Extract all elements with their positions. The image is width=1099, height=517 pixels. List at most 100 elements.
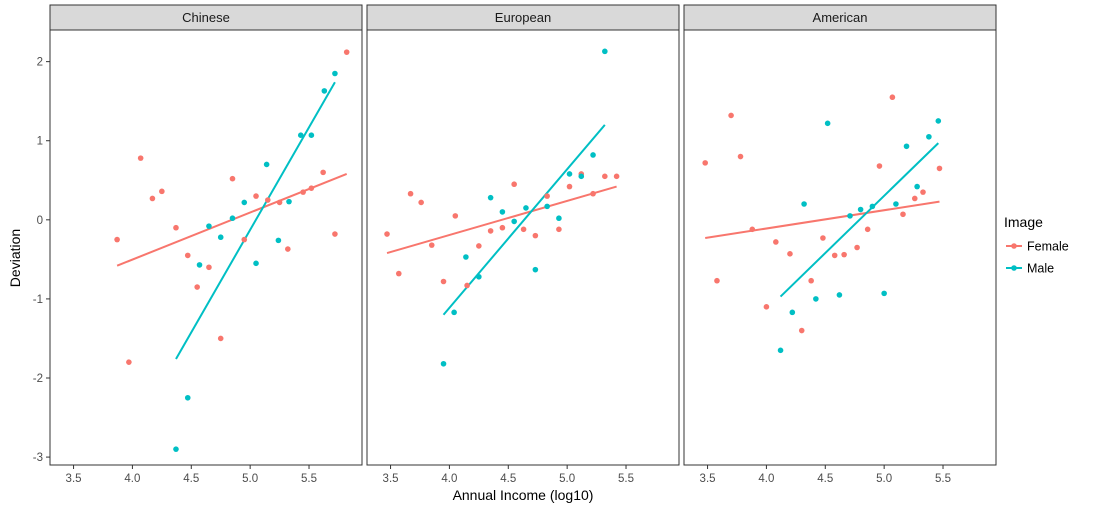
x-tick-label-american-0: 3.5 bbox=[700, 473, 716, 485]
point-european-female-19 bbox=[602, 173, 608, 180]
legend-title: Image bbox=[1004, 214, 1043, 230]
x-tick-label-chinese-4: 5.5 bbox=[301, 473, 317, 485]
point-american-male-0 bbox=[777, 347, 784, 354]
point-american-female-9 bbox=[808, 277, 814, 284]
legend-dot-male bbox=[1011, 265, 1017, 271]
point-european-female-14 bbox=[544, 193, 550, 199]
point-american-female-2 bbox=[728, 112, 734, 119]
point-american-male-8 bbox=[869, 203, 876, 210]
point-american-male-9 bbox=[881, 290, 887, 297]
point-european-female-15 bbox=[556, 226, 562, 233]
point-american-female-10 bbox=[820, 235, 826, 241]
x-tick-label-american-3: 5.0 bbox=[876, 473, 892, 485]
legend-label-female: Female bbox=[1027, 240, 1069, 254]
point-chinese-male-3 bbox=[206, 223, 212, 229]
x-axis-title: Annual Income (log10) bbox=[453, 487, 594, 503]
point-american-female-16 bbox=[889, 94, 896, 101]
point-european-male-13 bbox=[590, 152, 596, 158]
y-tick-label-1: -2 bbox=[33, 373, 43, 385]
x-tick-label-chinese-3: 5.0 bbox=[242, 473, 258, 485]
panel-european: European 3.5 4.0 4.5 5.0 5.5 bbox=[366, 4, 680, 485]
point-european-male-9 bbox=[544, 203, 550, 210]
x-tick-label-european-3: 5.0 bbox=[559, 473, 575, 485]
y-tick-label-2: -1 bbox=[33, 294, 43, 306]
point-european-female-10 bbox=[499, 224, 506, 231]
point-european-female-11 bbox=[511, 181, 517, 188]
point-chinese-male-10 bbox=[286, 198, 292, 205]
point-european-female-3 bbox=[418, 199, 424, 206]
point-european-female-0 bbox=[384, 231, 390, 237]
point-chinese-female-11 bbox=[241, 236, 248, 243]
point-american-female-8 bbox=[798, 327, 805, 334]
point-chinese-male-1 bbox=[184, 394, 191, 401]
point-european-female-8 bbox=[476, 243, 482, 249]
point-chinese-male-13 bbox=[321, 88, 328, 94]
point-chinese-male-6 bbox=[241, 199, 248, 206]
point-european-male-14 bbox=[602, 48, 608, 55]
y-tick-label-3: 0 bbox=[37, 215, 43, 227]
point-american-male-4 bbox=[824, 120, 831, 127]
point-european-female-5 bbox=[440, 278, 447, 285]
point-american-female-11 bbox=[831, 252, 838, 259]
point-european-female-20 bbox=[613, 173, 620, 180]
point-american-female-0 bbox=[702, 160, 708, 166]
panel-frame-chinese bbox=[49, 29, 363, 466]
point-american-male-6 bbox=[847, 213, 853, 219]
point-european-female-1 bbox=[395, 270, 402, 277]
point-european-female-4 bbox=[428, 242, 435, 248]
point-american-female-13 bbox=[854, 244, 860, 251]
point-european-female-13 bbox=[532, 232, 539, 239]
point-european-male-5 bbox=[499, 209, 506, 215]
point-european-female-2 bbox=[407, 190, 414, 197]
point-european-female-16 bbox=[566, 183, 573, 190]
point-american-female-15 bbox=[876, 163, 883, 169]
point-chinese-male-5 bbox=[229, 215, 236, 222]
x-tick-label-european-0: 3.5 bbox=[383, 473, 399, 485]
point-chinese-female-16 bbox=[300, 189, 306, 195]
point-european-male-1 bbox=[451, 309, 457, 316]
point-chinese-female-15 bbox=[285, 246, 291, 252]
point-chinese-female-8 bbox=[206, 264, 212, 271]
point-chinese-female-6 bbox=[184, 252, 191, 259]
point-chinese-female-7 bbox=[194, 284, 200, 290]
point-chinese-female-2 bbox=[137, 155, 144, 161]
y-axis: -3 -2 -1 0 1 2 bbox=[33, 57, 50, 464]
strip-label-european: European bbox=[495, 10, 551, 25]
point-european-male-6 bbox=[511, 218, 517, 225]
point-american-female-7 bbox=[787, 251, 793, 257]
fit-line-american-female bbox=[705, 200, 940, 239]
x-tick-label-chinese-1: 4.0 bbox=[124, 473, 140, 485]
point-chinese-male-8 bbox=[263, 161, 270, 168]
x-tick-label-chinese-0: 3.5 bbox=[66, 473, 82, 485]
y-tick-label-4: 1 bbox=[37, 136, 43, 148]
fit-line-chinese-male bbox=[175, 81, 336, 360]
x-tick-label-american-4: 5.5 bbox=[935, 473, 951, 485]
point-chinese-female-9 bbox=[217, 335, 224, 342]
panel-frame-european bbox=[366, 29, 680, 466]
point-american-male-1 bbox=[789, 309, 796, 316]
point-european-female-18 bbox=[590, 190, 596, 197]
point-chinese-male-2 bbox=[196, 262, 203, 268]
point-chinese-female-1 bbox=[126, 359, 132, 365]
point-american-female-6 bbox=[773, 239, 779, 245]
point-european-male-10 bbox=[556, 215, 562, 222]
point-european-male-8 bbox=[532, 266, 539, 273]
point-chinese-male-14 bbox=[332, 70, 338, 77]
point-chinese-male-0 bbox=[173, 446, 179, 452]
point-chinese-male-11 bbox=[297, 132, 304, 138]
strip-european bbox=[366, 4, 680, 31]
panel-frame-american bbox=[683, 29, 997, 466]
point-american-female-12 bbox=[841, 251, 847, 258]
point-european-female-6 bbox=[452, 213, 459, 219]
point-chinese-female-20 bbox=[343, 49, 350, 55]
point-american-female-1 bbox=[714, 277, 720, 284]
point-european-male-11 bbox=[566, 171, 573, 177]
point-american-female-19 bbox=[920, 189, 926, 195]
point-european-male-7 bbox=[523, 205, 529, 211]
legend: Image Female Male bbox=[1004, 214, 1069, 276]
point-chinese-female-18 bbox=[320, 169, 326, 176]
legend-dot-female bbox=[1011, 243, 1017, 249]
point-american-male-3 bbox=[813, 296, 819, 302]
panels-group: Chinese 3.5 4.0 4.5 5.0 5.5 European 3.5 4.0 4.5 5… bbox=[49, 4, 997, 485]
panel-american: American 3.5 4.0 4.5 5.0 5.5 bbox=[683, 4, 997, 485]
